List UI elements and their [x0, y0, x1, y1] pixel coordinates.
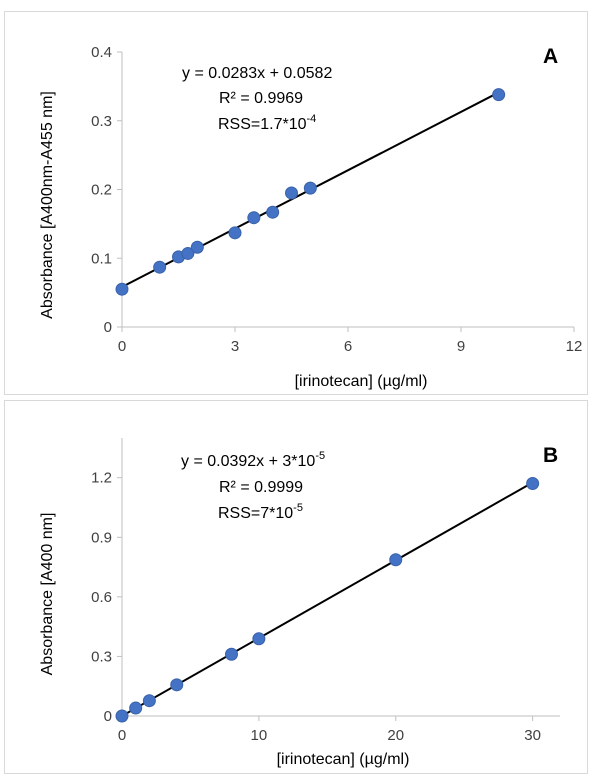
data-point: [526, 476, 540, 490]
data-point: [115, 709, 129, 723]
chart-b-y-axis-title: Absorbance [A400 nm]: [39, 513, 56, 676]
chart-b-equation-exponent: -5: [315, 450, 325, 462]
x-tick-label: 0: [118, 338, 126, 355]
data-point: [303, 181, 317, 195]
chart-b-equation-base: y = 0.0392x + 3*10: [181, 453, 315, 470]
data-point: [225, 647, 238, 661]
chart-panel-b: 0 10 20 30 0 0.3 0.6 0.9 1.2 y = 0.0392x + 3*10-…: [4, 400, 588, 774]
chart-a-svg: 0 3 6 9 12 0 0.1 0.2 0.3 0.4 y = 0.0283x + 0.0582…: [39, 44, 582, 390]
y-tick-label: 0.2: [91, 182, 112, 199]
chart-a-tick-labels: 0 3 6 9 12 0 0.1 0.2 0.3 0.4: [91, 44, 582, 355]
x-tick-label: 9: [457, 338, 465, 355]
chart-panel-a: 0 3 6 9 12 0 0.1 0.2 0.3 0.4 y = 0.0283x + 0.0582…: [4, 11, 588, 395]
data-point: [252, 632, 266, 646]
chart-a-r-squared: R² = 0.9969: [219, 90, 303, 107]
y-tick-label: 0.3: [91, 113, 112, 130]
chart-b-panel-label: B: [543, 444, 558, 467]
chart-a-x-axis-title: [irinotecan] (µg/ml): [295, 373, 428, 390]
y-tick-label: 0.9: [91, 529, 112, 546]
chart-b-points: [115, 476, 540, 723]
chart-b-axes: [117, 438, 560, 721]
data-point: [170, 678, 184, 692]
y-tick-label: 0: [104, 708, 112, 725]
data-point: [181, 246, 195, 260]
chart-a-axes: [117, 51, 575, 332]
data-point: [247, 211, 261, 225]
chart-a-rss-base: RSS=1.7*10: [218, 116, 307, 133]
chart-a-y-axis-title: Absorbance [A400nm-A455 nm]: [39, 91, 56, 319]
data-point: [492, 88, 506, 102]
chart-b-tick-labels: 0 10 20 30 0 0.3 0.6 0.9 1.2: [91, 470, 541, 744]
x-tick-label: 30: [524, 727, 541, 744]
chart-b-trendline: [121, 481, 534, 717]
x-tick-label: 6: [344, 338, 352, 355]
chart-b-r-squared: R² = 0.9999: [219, 479, 303, 496]
chart-a-rss-exponent: -4: [307, 113, 317, 125]
chart-a-points: [115, 88, 506, 296]
y-tick-label: 0.4: [91, 44, 112, 61]
x-tick-label: 3: [231, 338, 239, 355]
x-tick-label: 20: [387, 727, 404, 744]
x-tick-label: 12: [566, 338, 583, 355]
chart-b-rss-exponent: -5: [293, 502, 303, 514]
chart-b-rss: RSS=7*10-5: [218, 502, 303, 522]
data-point: [129, 701, 143, 715]
y-tick-label: 0.3: [91, 648, 112, 665]
chart-b-rss-base: RSS=7*10: [218, 505, 293, 522]
chart-a-equation: y = 0.0283x + 0.0582: [182, 65, 332, 82]
y-tick-label: 0.6: [91, 589, 112, 606]
chart-b-equation: y = 0.0392x + 3*10-5: [181, 450, 325, 470]
data-point: [153, 260, 167, 274]
data-point: [142, 694, 156, 708]
y-tick-label: 1.2: [91, 470, 112, 487]
data-point: [115, 282, 129, 296]
data-point: [228, 226, 242, 240]
data-point: [266, 205, 280, 219]
chart-a-rss: RSS=1.7*10-4: [218, 113, 316, 133]
data-point: [389, 553, 403, 567]
y-tick-label: 0.1: [91, 250, 112, 267]
chart-b-x-axis-title: [irinotecan] (µg/ml): [277, 751, 410, 768]
x-tick-label: 0: [118, 727, 126, 744]
chart-a-panel-label: A: [543, 45, 558, 68]
data-point: [285, 186, 298, 200]
y-tick-label: 0: [104, 319, 112, 336]
data-point: [190, 240, 204, 254]
x-tick-label: 10: [251, 727, 268, 744]
